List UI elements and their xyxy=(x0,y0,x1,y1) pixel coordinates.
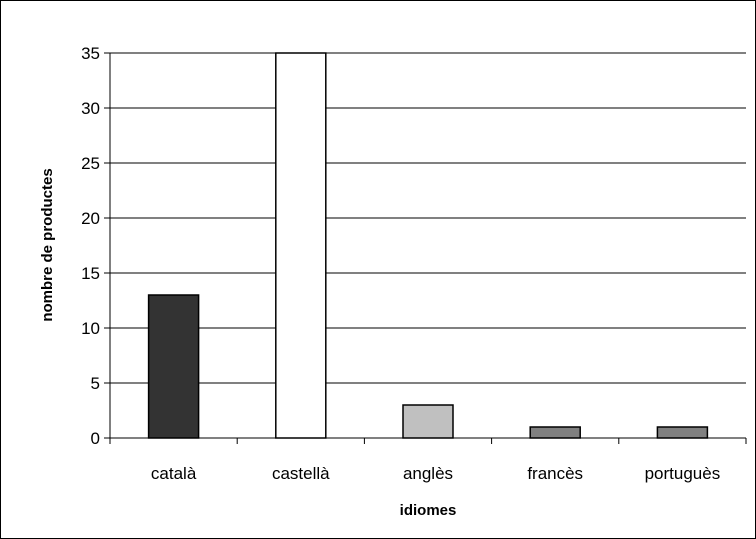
x-tick-label: francès xyxy=(527,464,583,483)
y-tick-label: 15 xyxy=(81,264,100,283)
y-tick-label: 10 xyxy=(81,319,100,338)
bar-0 xyxy=(147,294,200,439)
y-tick-labels: 0 5 10 15 20 25 30 35 xyxy=(81,44,110,448)
bar-1 xyxy=(275,52,327,439)
bar-4 xyxy=(656,426,709,439)
axes xyxy=(109,53,746,439)
y-tick-label: 30 xyxy=(81,99,100,118)
y-tick-label: 5 xyxy=(91,374,100,393)
x-tick-label: portuguès xyxy=(645,464,721,483)
y-tick-label: 35 xyxy=(81,44,100,63)
x-axis-title: idiomes xyxy=(400,502,457,519)
x-tick-label: castellà xyxy=(272,464,330,483)
y-tick-label: 20 xyxy=(81,209,100,228)
y-tick-label: 0 xyxy=(91,429,100,448)
y-tick-label: 25 xyxy=(81,154,100,173)
x-tick-labels: català castellà anglès francès portuguès xyxy=(109,438,747,483)
bars xyxy=(147,52,709,439)
bar-3 xyxy=(529,426,581,439)
y-axis-title: nombre de productes xyxy=(39,168,56,321)
bar-2 xyxy=(402,404,454,439)
x-tick-label: català xyxy=(151,464,197,483)
x-tick-label: anglès xyxy=(403,464,453,483)
gridlines xyxy=(110,52,746,384)
